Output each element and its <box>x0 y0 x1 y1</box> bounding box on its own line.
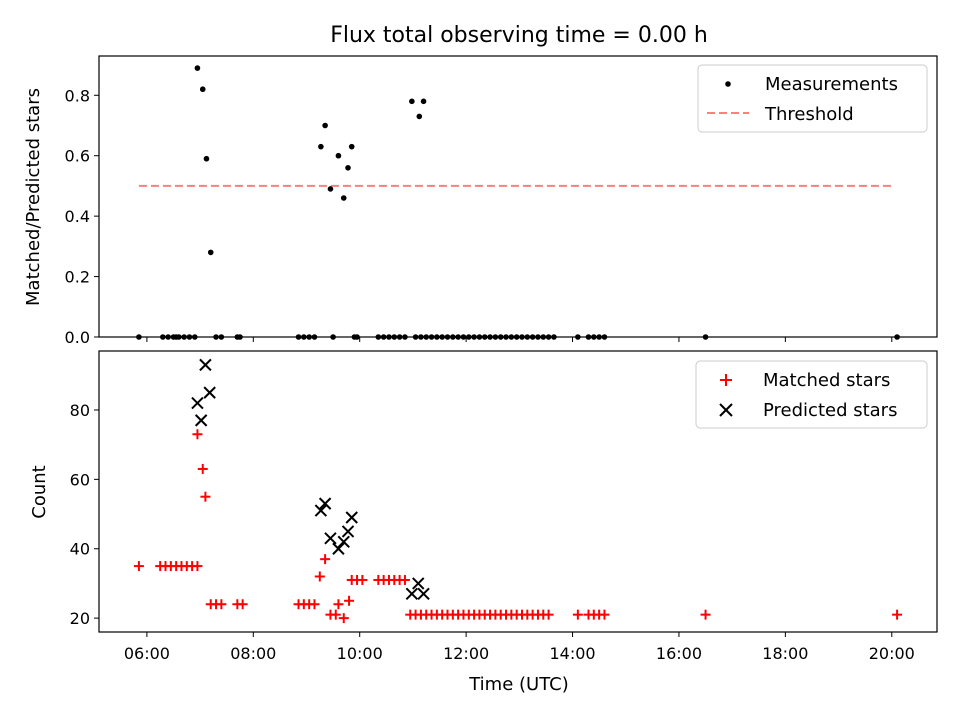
bottom-legend-box <box>695 360 928 429</box>
bottom-x-tick-label: 12:00 <box>443 644 489 663</box>
matched-star-point <box>314 571 325 582</box>
matched-star-point <box>357 574 368 585</box>
top-legend-box <box>697 64 928 133</box>
measurement-point <box>416 113 423 120</box>
predicted-star-point <box>191 396 204 410</box>
top-panel: 0.00.20.40.60.8 Matched/Predicted stars … <box>23 55 938 347</box>
matched-star-point <box>192 429 203 440</box>
measurement-point <box>409 98 415 105</box>
legend-matched-label: Matched stars <box>763 370 890 391</box>
matched-star-point <box>309 599 320 610</box>
top-y-tick-label: 0.0 <box>65 328 90 347</box>
predicted-star-point <box>412 577 425 590</box>
measurement-point <box>335 152 342 159</box>
matched-star-point <box>133 561 144 572</box>
predicted-star-point <box>337 535 350 549</box>
measurement-point <box>327 186 334 192</box>
top-legend: Measurements Threshold <box>697 64 928 133</box>
bottom-y-axis-label: Count <box>29 465 50 518</box>
measurement-point <box>203 155 210 162</box>
legend-threshold-label: Threshold <box>764 104 854 125</box>
predicted-star-point <box>203 386 216 399</box>
matched-star-point <box>330 609 341 620</box>
matched-star-point <box>200 491 211 502</box>
bottom-y-tick-label: 60 <box>70 470 90 489</box>
bottom-points-layer <box>133 358 903 624</box>
predicted-star-point <box>318 497 332 510</box>
bottom-ticks: 20 40 60 80 06:00 08:00 10:00 12:00 14:00 16:00 18… <box>70 401 915 663</box>
bottom-panel: 20 40 60 80 06:00 08:00 10:00 12:00 14:00 16:00 18… <box>29 350 938 695</box>
predicted-star-point <box>199 358 212 372</box>
predicted-star-point <box>341 525 355 538</box>
top-y-tick-label: 0.6 <box>65 147 90 166</box>
top-points-layer <box>136 65 900 340</box>
bottom-x-tick-label: 18:00 <box>762 644 808 663</box>
measurement-point <box>318 143 324 150</box>
matched-star-point <box>320 554 331 565</box>
legend-predicted-marker <box>719 403 733 417</box>
top-plot-frame <box>98 55 938 338</box>
bottom-x-tick-label: 06:00 <box>124 644 170 663</box>
matched-star-point <box>599 609 610 620</box>
matched-star-point <box>399 574 410 585</box>
legend-measurements-marker <box>725 81 731 87</box>
bottom-x-tick-label: 08:00 <box>230 644 276 663</box>
predicted-star-point <box>332 542 345 555</box>
matched-star-point <box>333 599 344 610</box>
figure-title: Flux total observing time = 0.00 h <box>330 23 708 48</box>
measurement-point <box>322 122 328 129</box>
bottom-y-tick-label: 20 <box>70 609 90 628</box>
matched-star-point <box>338 613 349 624</box>
matched-star-point <box>237 599 248 610</box>
top-y-tick-label: 0.4 <box>65 207 90 226</box>
bottom-y-tick-label: 80 <box>70 401 90 420</box>
matched-star-point <box>892 609 903 620</box>
measurement-point <box>207 249 214 256</box>
bottom-x-axis-label: Time (UTC) <box>468 674 569 695</box>
matched-star-point <box>197 463 208 474</box>
predicted-star-point <box>417 587 430 601</box>
matched-star-point <box>543 609 554 620</box>
matched-star-point <box>192 561 203 572</box>
predicted-star-point <box>314 504 328 517</box>
matched-star-point <box>216 599 227 610</box>
matched-star-point <box>572 609 583 620</box>
predicted-star-point <box>345 511 358 524</box>
bottom-x-tick-label: 14:00 <box>549 644 595 663</box>
legend-matched-marker <box>720 374 732 386</box>
measurement-point <box>345 164 351 171</box>
legend-measurements-label: Measurements <box>765 74 898 95</box>
measurement-point <box>340 195 347 201</box>
measurement-point <box>194 65 201 71</box>
legend-predicted-label: Predicted stars <box>763 400 897 421</box>
measurement-point <box>199 86 206 93</box>
predicted-star-point <box>194 414 208 427</box>
top-y-tick-label: 0.8 <box>65 86 90 105</box>
matched-star-point <box>344 595 355 606</box>
top-ticks: 0.0 0.2 0.4 0.6 0.8 <box>65 86 893 347</box>
measurement-point <box>348 143 355 150</box>
bottom-x-tick-label: 20:00 <box>869 644 915 663</box>
top-y-tick-label: 0.2 <box>65 268 90 287</box>
bottom-plot-frame <box>98 350 938 633</box>
bottom-x-tick-label: 10:00 <box>337 644 383 663</box>
matched-star-point <box>700 609 711 620</box>
predicted-star-point <box>405 587 419 601</box>
top-y-axis-label: Matched/Predicted stars <box>23 88 44 306</box>
bottom-x-tick-label: 16:00 <box>656 644 702 663</box>
measurement-point <box>420 98 427 105</box>
bottom-y-tick-label: 40 <box>70 540 90 559</box>
predicted-star-point <box>324 532 337 545</box>
bottom-legend: Matched stars Predicted stars <box>695 360 928 429</box>
